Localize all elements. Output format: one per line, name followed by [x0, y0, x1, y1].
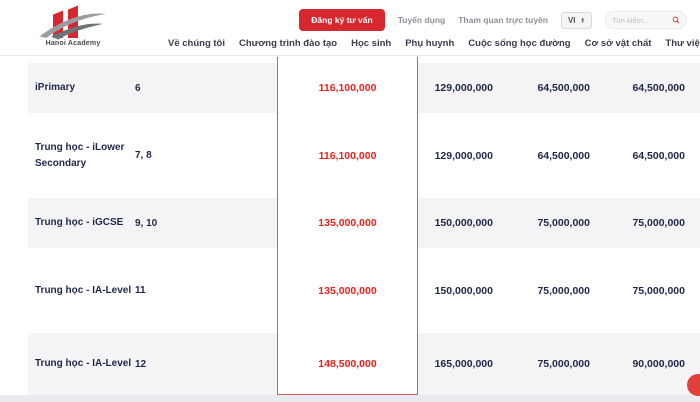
- hanoi-academy-logo[interactable]: Hanoi Academy: [30, 3, 116, 51]
- highlight-cell: 135,000,000: [277, 198, 418, 248]
- main-nav: Về chúng tôi Chương trình đào tạo Học si…: [168, 32, 700, 55]
- footer-strip: [0, 395, 700, 402]
- fee-cell: 64,500,000: [632, 82, 685, 94]
- table-row: Trung học - IA-Level 12 148,500,000 165,…: [28, 333, 700, 395]
- fee-cell: 75,000,000: [537, 358, 590, 370]
- tuition-table: iPrimary 6 116,100,000 129,000,000 64,50…: [28, 57, 700, 395]
- program-cell: iPrimary: [35, 82, 76, 94]
- highlight-cell: 148,500,000: [277, 333, 418, 395]
- grade-cell: 12: [135, 358, 147, 370]
- grade-cell: 11: [135, 285, 146, 296]
- table-row: Trung học - IA-Level 11 135,000,000 150,…: [28, 248, 700, 333]
- site-header: Hanoi Academy Đăng ký tư vấn Tuyển dụng …: [0, 0, 700, 56]
- nav-item-programs[interactable]: Chương trình đào tạo: [239, 38, 338, 49]
- topbar: Đăng ký tư vấn Tuyển dụng Tham quan trực…: [299, 9, 687, 31]
- fee-cell: 64,500,000: [632, 149, 685, 162]
- nav-item-library[interactable]: Thư viện: [665, 38, 700, 49]
- search-icon[interactable]: [672, 15, 680, 25]
- table-row: Trung học - iLower Secondary 7, 8 116,10…: [28, 113, 700, 198]
- recruitment-link[interactable]: Tuyển dụng: [397, 15, 446, 25]
- fee-cell: 165,000,000: [434, 358, 493, 370]
- nav-item-about[interactable]: Về chúng tôi: [168, 38, 225, 49]
- grade-cell: 6: [135, 82, 141, 94]
- nav-item-students[interactable]: Học sinh: [351, 38, 392, 49]
- fee-cell: 75,000,000: [537, 284, 590, 297]
- fee-cell: 150,000,000: [434, 284, 493, 297]
- fee-cell: 64,500,000: [537, 82, 590, 94]
- fee-cell: 75,000,000: [632, 284, 685, 297]
- select-arrows-icon: ▲ ▼: [580, 15, 585, 24]
- logo-mark-icon: [39, 5, 107, 40]
- grade-cell: 9, 10: [135, 217, 158, 229]
- nav-item-facilities[interactable]: Cơ sở vật chất: [584, 38, 652, 49]
- table-row: Trung học - iGCSE 9, 10 135,000,000 150,…: [28, 198, 700, 248]
- highlight-cell: 116,100,000: [277, 63, 418, 113]
- fee-cell: 64,500,000: [537, 149, 590, 162]
- nav-item-parents[interactable]: Phụ huynh: [405, 38, 455, 49]
- phone-hotline-badge[interactable]: 098: [686, 374, 700, 396]
- virtual-tour-link[interactable]: Tham quan trực tuyến: [458, 15, 548, 25]
- nav-item-school-life[interactable]: Cuộc sống học đường: [468, 38, 571, 49]
- grade-cell: 7, 8: [135, 150, 152, 161]
- program-cell: Trung học - IA-Level: [35, 358, 132, 370]
- search-box[interactable]: [605, 11, 687, 29]
- fee-cell: 129,000,000: [434, 82, 493, 94]
- table-spacer-row: [28, 57, 700, 63]
- fee-cell: 75,000,000: [537, 217, 590, 229]
- fee-cell: 75,000,000: [632, 217, 685, 229]
- language-select[interactable]: VI ▲ ▼: [560, 11, 592, 29]
- highlight-cell: 135,000,000: [277, 248, 418, 333]
- program-cell: Trung học - iLower Secondary: [35, 142, 125, 169]
- highlight-cell: 116,100,000: [277, 113, 418, 198]
- search-input[interactable]: [612, 15, 672, 25]
- language-selected-value: VI: [567, 15, 576, 25]
- fee-cell: 150,000,000: [434, 217, 493, 229]
- program-cell: Trung học - iGCSE: [35, 217, 124, 229]
- fee-cell: 90,000,000: [632, 358, 685, 370]
- logo-wordmark: Hanoi Academy: [45, 40, 101, 47]
- register-consult-button[interactable]: Đăng ký tư vấn: [299, 9, 385, 31]
- fee-cell: 129,000,000: [434, 149, 493, 162]
- program-cell: Trung học - IA-Level: [35, 284, 132, 296]
- table-row: iPrimary 6 116,100,000 129,000,000 64,50…: [28, 63, 700, 113]
